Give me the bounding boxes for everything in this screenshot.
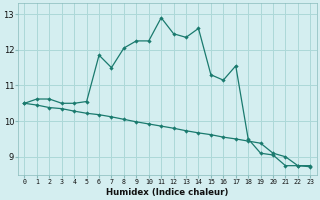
X-axis label: Humidex (Indice chaleur): Humidex (Indice chaleur) [106,188,228,197]
